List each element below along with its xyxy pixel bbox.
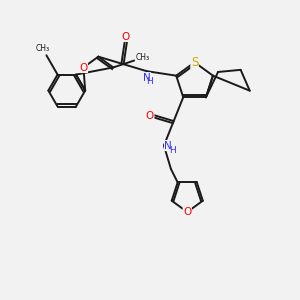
Text: N: N: [143, 73, 151, 83]
Text: CH₃: CH₃: [35, 44, 49, 52]
Text: H: H: [169, 146, 175, 155]
Text: O: O: [122, 32, 130, 41]
Text: O: O: [146, 111, 154, 121]
Text: S: S: [191, 56, 198, 69]
Text: O: O: [183, 207, 191, 217]
Text: CH₃: CH₃: [135, 53, 149, 62]
Text: O: O: [79, 62, 88, 73]
Text: N: N: [164, 141, 172, 151]
Text: H: H: [146, 77, 152, 86]
